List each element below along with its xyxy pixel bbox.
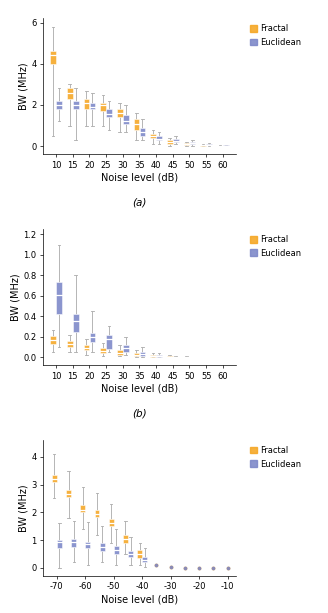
Bar [50,336,56,344]
Point [168,563,173,573]
Y-axis label: BW (MHz): BW (MHz) [10,273,20,321]
Bar [140,352,145,356]
Y-axis label: BW (MHz): BW (MHz) [18,63,28,110]
Bar [156,355,162,357]
Bar [80,505,85,512]
Bar [66,490,71,497]
Point [225,563,230,573]
Bar [106,109,112,117]
Bar [73,314,78,332]
Bar [128,551,133,557]
Bar [150,134,156,138]
Bar [117,109,123,117]
Bar [100,103,106,111]
Bar [200,145,206,146]
Bar [133,353,139,356]
Legend: Fractal, Euclidean: Fractal, Euclidean [248,234,303,259]
Text: (a): (a) [132,198,147,208]
X-axis label: Noise level (dB): Noise level (dB) [101,172,178,183]
Legend: Fractal, Euclidean: Fractal, Euclidean [248,23,303,48]
Bar [73,101,78,109]
Point [196,563,202,573]
Bar [123,345,129,352]
Bar [56,283,62,314]
Bar [90,103,95,109]
X-axis label: Noise level (dB): Noise level (dB) [101,594,178,604]
Bar [71,539,76,547]
Bar [90,333,95,342]
Bar [167,356,173,357]
Bar [133,120,139,130]
Point [154,560,159,570]
Bar [84,345,89,350]
Bar [167,140,173,144]
Bar [57,540,62,549]
Bar [137,550,142,558]
Bar [67,341,72,347]
Point [196,563,202,573]
Bar [223,145,229,146]
Bar [100,348,106,353]
Point [225,563,230,573]
Bar [173,139,179,142]
Bar [86,541,90,549]
Bar [114,546,119,554]
Point [211,563,216,573]
Bar [206,144,212,145]
Point [211,563,216,573]
Point [168,563,173,573]
Text: (b): (b) [132,409,147,419]
Y-axis label: BW (MHz): BW (MHz) [18,484,28,532]
Bar [117,350,123,355]
Bar [52,475,57,482]
Bar [50,51,56,64]
Bar [84,99,89,109]
Legend: Fractal, Euclidean: Fractal, Euclidean [248,444,303,470]
Bar [106,335,112,349]
Bar [140,128,145,136]
Point [182,563,188,573]
Bar [100,544,105,551]
Bar [190,142,195,144]
Bar [56,101,62,109]
Point [154,560,159,570]
X-axis label: Noise level (dB): Noise level (dB) [101,383,178,394]
Bar [123,115,129,124]
Bar [156,136,162,140]
Bar [142,557,147,562]
Bar [184,143,189,145]
Bar [123,535,128,543]
Bar [150,355,156,357]
Bar [67,88,72,99]
Bar [94,509,99,517]
Bar [109,519,113,526]
Point [182,563,188,573]
